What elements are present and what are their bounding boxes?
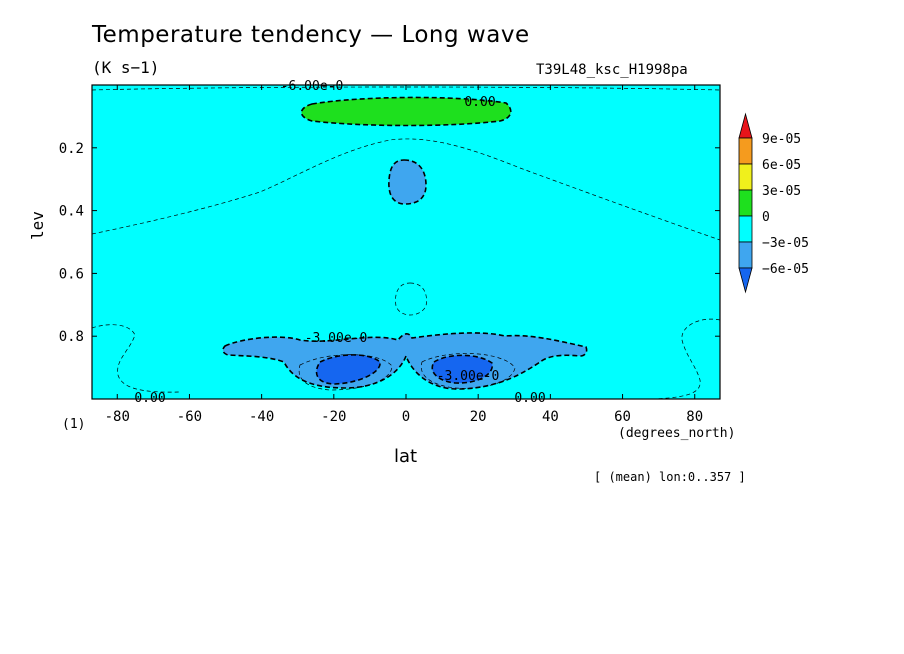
colorbar: 9e-05 6e-05 3e-05 0 −3e-05 −6e-05 [738,112,809,294]
contour-label: -3.00e-0 [305,331,368,346]
northern-minimum [431,354,494,384]
y-axis-label: lev [28,211,47,240]
colorbar-swatch [738,189,753,217]
upper-negative-patch [388,159,427,205]
run-label: T39L48_ksc_H1998pa [536,62,688,78]
x-tick-label: 40 [542,409,559,425]
contour-labels: 0.00 -3.00e-0 -3.00e-0 0.00 0.00 -6.00e-0 [134,79,545,406]
lower-left-contour [92,324,181,393]
colorbar-swatch [738,137,753,165]
x-tick-label: 80 [686,409,703,425]
south-inner-contour [298,354,393,391]
contour-label: 0.00 [134,391,165,406]
bottom-level-label: (1) [62,417,86,432]
x-tick-label: 60 [614,409,631,425]
x-tick-label: 20 [470,409,487,425]
upper-zero-contour [92,138,720,241]
colorbar-swatch [738,163,753,191]
lower-right-contour [649,318,720,399]
colorbar-level-label: −6e-05 [762,262,809,277]
colorbar-level-label: 0 [762,210,770,225]
y-tick-label: 0.6 [59,266,84,282]
y-axis: 0.2 0.4 0.6 0.8 [59,141,720,345]
contour-label: 0.00 [464,95,495,110]
colorbar-level-label: 9e-05 [762,132,801,147]
colorbar-level-label: −3e-05 [762,236,809,251]
y-tick-label: 0.8 [59,329,84,345]
colorbar-level-label: 6e-05 [762,158,801,173]
colorbar-level-label: 3e-05 [762,184,801,199]
x-tick-label: 0 [402,409,410,425]
x-tick-label: -80 [105,409,130,425]
contour-label: -3.00e-0 [437,369,500,384]
mid-oval-contour [395,282,427,316]
colorbar-swatch [738,215,753,243]
colorbar-bottom-arrow [738,267,753,294]
y-tick-label: 0.4 [59,204,84,220]
x-axis-units: (degrees_north) [618,426,736,441]
positive-tendency-band [300,96,512,127]
contour-label: 0.00 [514,391,545,406]
north-inner-contour [420,353,516,389]
x-tick-label: -60 [177,409,202,425]
x-axis-label: lat [394,446,418,467]
averaging-note: [ (mean) lon:0..357 ] [594,470,746,484]
x-tick-label: -40 [249,409,274,425]
y-tick-label: 0.2 [59,141,84,157]
units-label: (K s−1) [92,58,160,77]
x-tick-label: -20 [321,409,346,425]
top-contour [92,86,720,91]
contour-lines [92,86,720,399]
chart-title: Temperature tendency — Long wave [92,22,530,48]
lower-negative-band [222,332,588,390]
colorbar-swatch [738,241,753,269]
colorbar-top-arrow [738,112,753,139]
x-axis: -80 -60 -40 -20 0 20 40 60 80 [105,85,703,425]
contour-label: -6.00e-0 [281,79,344,94]
